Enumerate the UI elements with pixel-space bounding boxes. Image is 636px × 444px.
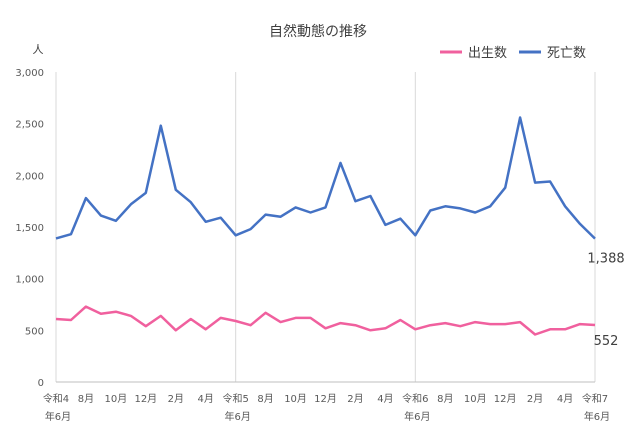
x-tick-label-year: 年6月 [404, 410, 430, 423]
legend-label-1: 死亡数 [547, 46, 586, 61]
x-tick-label: 2月 [168, 393, 184, 405]
x-tick-label: 12月 [134, 393, 157, 405]
x-tick-label: 10月 [105, 393, 128, 405]
series-line-0 [55, 305, 596, 336]
series-lines [55, 116, 596, 336]
x-tick-label: 4月 [377, 393, 393, 405]
y-tick-label: 3,000 [15, 68, 44, 79]
x-tick-label: 12月 [494, 393, 517, 405]
x-tick-label: 令和4 [43, 392, 69, 405]
x-tick-label: 8月 [437, 393, 453, 405]
y-tick-label: 0 [38, 378, 44, 389]
x-tick-label: 2月 [527, 393, 543, 405]
x-tick-label: 12月 [314, 393, 337, 405]
grid-lines [55, 72, 596, 383]
x-tick-label: 8月 [78, 393, 94, 405]
x-tick-label: 4月 [198, 393, 214, 405]
y-tick-label: 1,000 [15, 275, 44, 286]
legend: 出生数 死亡数 [440, 46, 586, 61]
y-axis-ticks: 0 500 1,000 1,500 2,000 2,500 3,000 [15, 68, 44, 389]
chart-title: 自然動態の推移 [269, 23, 367, 40]
y-axis-unit-label: 人 [33, 43, 44, 56]
series-line-1 [55, 116, 596, 240]
x-tick-label: 令和7 [582, 392, 608, 405]
x-tick-label: 8月 [257, 393, 273, 405]
x-tick-label: 2月 [347, 393, 363, 405]
x-tick-label: 10月 [464, 393, 487, 405]
x-tick-label: 4月 [557, 393, 573, 405]
legend-label-0: 出生数 [468, 46, 507, 61]
x-tick-label: 10月 [284, 393, 307, 405]
x-tick-label-year: 年6月 [45, 410, 71, 423]
y-tick-label: 2,000 [15, 171, 44, 182]
y-tick-label: 1,500 [15, 223, 44, 234]
x-tick-label: 令和6 [402, 392, 428, 405]
end-labels: 552 1,388 [587, 252, 624, 349]
end-value-label-0: 552 [594, 334, 619, 349]
end-value-label-1: 1,388 [587, 252, 624, 267]
x-tick-label: 令和5 [222, 392, 248, 405]
y-tick-label: 2,500 [15, 120, 44, 131]
x-tick-label-year: 年6月 [584, 410, 610, 423]
x-tick-label-year: 年6月 [224, 410, 250, 423]
y-tick-label: 500 [25, 326, 44, 337]
